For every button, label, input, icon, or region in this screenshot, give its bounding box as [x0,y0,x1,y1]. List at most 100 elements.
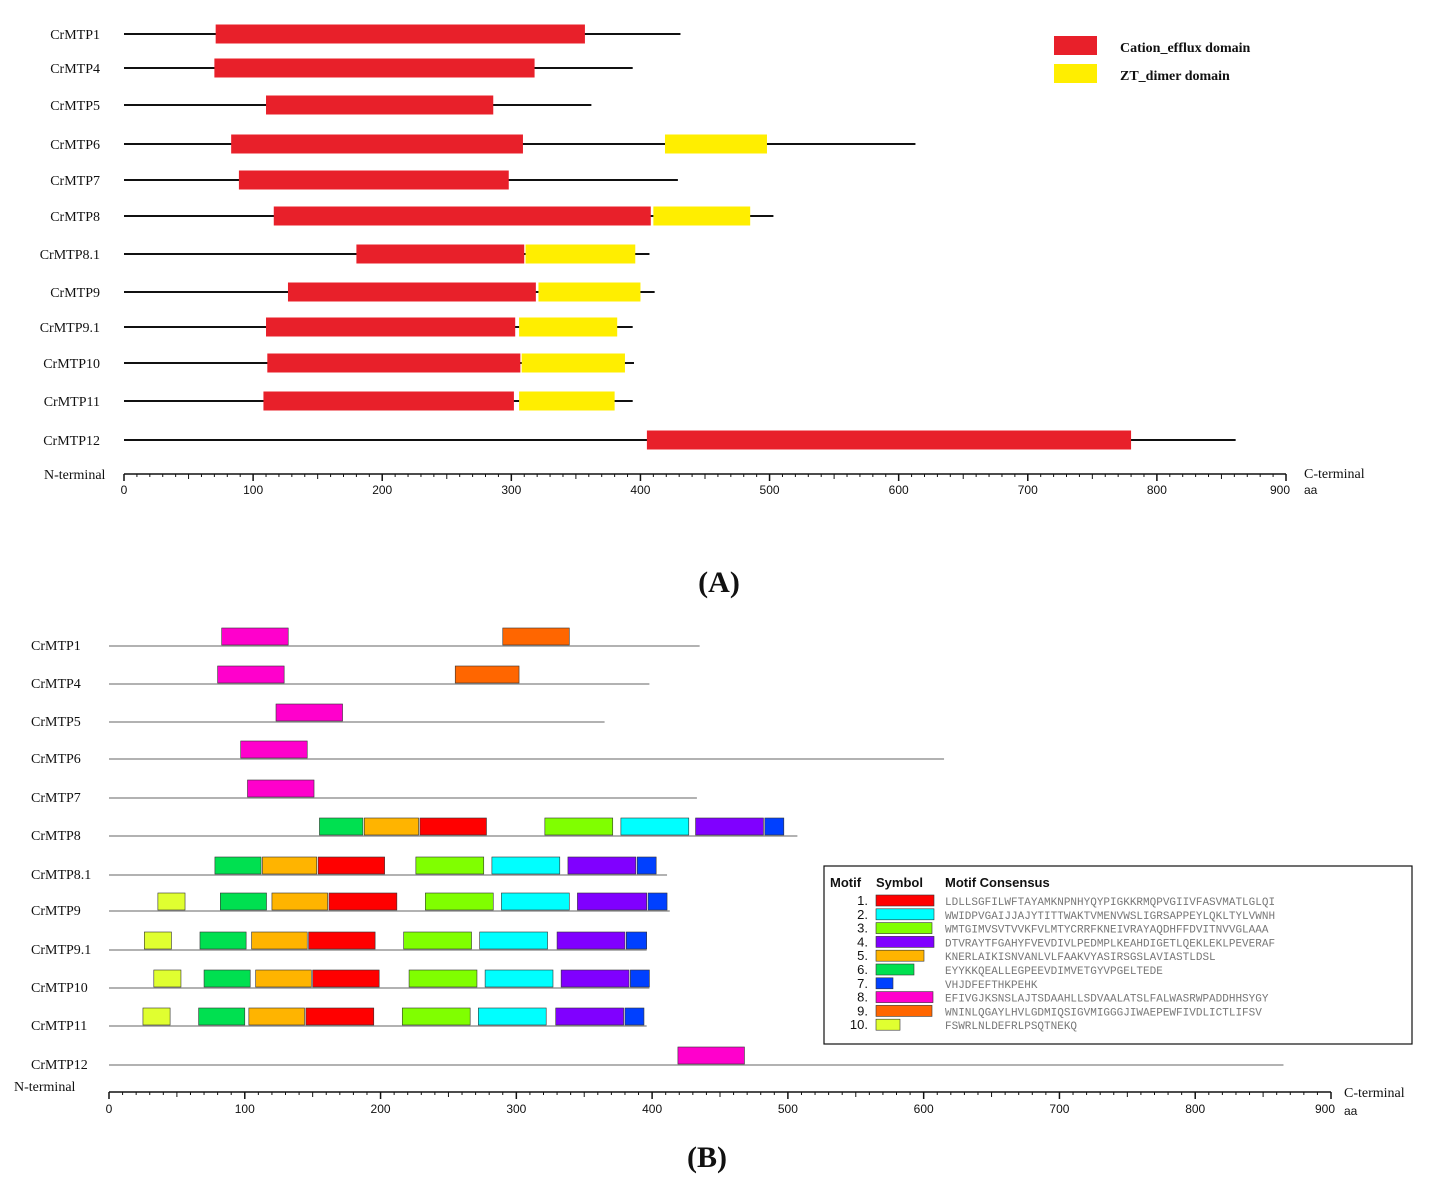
motif-4-block [577,892,647,911]
axis-tick-label: 0 [121,483,128,497]
motif-consensus: EYYKKQEALLEGPEEVDIMVETGYVPGELTEDE [945,966,1163,978]
axis-tick-label: 700 [1049,1102,1069,1116]
motif-number: 8. [857,990,868,1005]
protein-name: CrMTP8.1 [40,248,100,263]
protein-row: CrMTP6 [31,740,945,767]
protein-name: CrMTP8.1 [31,868,91,883]
panel-b: CrMTP1 CrMTP4 CrMTP5 CrMTP6 CrMTP7 CrMTP8 CrMT… [14,627,1413,1174]
zt-dimer-domain [519,391,615,411]
protein-name: CrMTP11 [31,1019,87,1034]
protein-row: CrMTP1 [31,627,700,654]
motif-1-block [317,856,385,875]
motif-6-block [198,1007,246,1026]
motif-legend-row: 5. KNERLAIKISNVANLVLFAAKVYASIRSGSLAVIASTL… [857,948,1216,964]
motif-5-block [248,1007,305,1026]
axis-tick-label: 500 [760,483,780,497]
motif-2-block [620,817,690,836]
axis-tick-label: 300 [501,483,521,497]
motif-1-block [305,1007,375,1026]
protein-row: CrMTP8.1 [31,856,668,883]
motif-consensus: WNINLQGAYLHVLGDMIQSIGVMIGGGJIWAEPEWFIVDL… [945,1007,1262,1019]
motif-2-block [484,969,554,988]
motif-2-block [479,931,548,950]
protein-row: CrMTP6 [50,134,916,154]
motif-number: 6. [857,962,868,977]
panel-a-n-terminal: N-terminal [44,468,106,483]
motif-legend-header-symbol: Symbol [876,875,923,890]
motif-6-block [220,892,267,911]
cation-efflux-domain [215,24,585,44]
motif-5-block [271,892,328,911]
motif-legend-row: 7. VHJDFEFTHKPEHK [857,976,1038,992]
cation-efflux-domain [238,170,509,190]
legend-label-zt-dimer: ZT_dimer domain [1120,69,1230,84]
cation-efflux-domain [267,353,521,373]
motif-2-block [478,1007,547,1026]
motif-consensus: WWIDPVGAIJJAJYTITTWAKTVMENVWSLIGRSAPPEYL… [945,911,1275,923]
motif-5-block [363,817,419,836]
panel-b-protein-rows: CrMTP1 CrMTP4 CrMTP5 CrMTP6 CrMTP7 CrMTP8 CrMT… [31,627,1284,1073]
motif-4-block [560,969,630,988]
protein-name: CrMTP6 [31,752,81,767]
axis-tick-label: 600 [914,1102,934,1116]
motif-legend-row: 8. EFIVGJKSNSLAJTSDAAHLLSDVAALATSLFALWASR… [857,990,1269,1006]
protein-name: CrMTP4 [50,62,100,77]
axis-tick-label: 600 [889,483,909,497]
motif-legend-row: 2. WWIDPVGAIJJAJYTITTWAKTVMENVWSLIGRSAPPE… [857,907,1275,923]
motif-legend-rows: 1. LDLLSGFILWFTAYAMKNPNHYQYPIGKKRMQPVGIIV… [850,893,1275,1033]
motif-8-block [275,703,343,722]
protein-name: CrMTP7 [31,791,81,806]
motif-symbol [875,936,935,948]
protein-name: CrMTP6 [50,138,100,153]
motif-symbol [875,922,933,934]
protein-name: CrMTP9.1 [31,943,91,958]
protein-name: CrMTP8 [50,210,100,225]
axis-tick-label: 300 [506,1102,526,1116]
protein-name: CrMTP10 [31,981,88,996]
protein-row: CrMTP10 [43,353,634,373]
motif-5-block [262,856,318,875]
motif-6-block [319,817,364,836]
motif-4-block [555,1007,624,1026]
motif-8-block [240,740,308,759]
motif-7-block [764,817,785,836]
motif-4-block [567,856,637,875]
protein-name: CrMTP12 [43,434,100,449]
cation-efflux-domain [266,95,494,115]
panel-b-caption: (B) [687,1141,727,1174]
axis-tick-label: 700 [1018,483,1038,497]
zt-dimer-domain [519,317,618,337]
motif-5-block [251,931,308,950]
motif-3-block [408,969,478,988]
panel-a-axis-unit: aa [1304,483,1318,497]
motif-symbol [875,908,935,921]
cation-efflux-domain [214,58,535,78]
zt-dimer-domain [664,134,767,154]
motif-7-block [636,856,657,875]
panel-a-c-terminal: C-terminal [1304,467,1365,482]
motif-6-block [199,931,247,950]
axis-tick-label: 200 [372,483,392,497]
legend-swatch-cation-efflux [1054,36,1097,55]
motif-legend-header-consensus: Motif Consensus [945,875,1050,890]
motif-4-block [695,817,764,836]
axis-tick-label: 900 [1270,483,1290,497]
panel-b-c-terminal: C-terminal [1344,1086,1405,1101]
motif-symbol [875,949,925,962]
protein-row: CrMTP9 [31,892,670,919]
protein-row: CrMTP9.1 [40,317,633,337]
protein-row: CrMTP12 [43,430,1236,450]
motif-3-block [401,1007,471,1026]
motif-8-block [247,779,315,798]
motif-legend-header-motif: Motif [830,875,862,890]
motif-1-block [328,892,398,911]
motif-1-block [308,931,376,950]
zt-dimer-domain [653,206,751,226]
legend-label-cation-efflux: Cation_efflux domain [1120,41,1251,56]
motif-consensus: VHJDFEFTHKPEHK [945,980,1038,992]
motif-symbol [875,991,934,1003]
motif-consensus: KNERLAIKISNVANLVLFAAKVYASIRSGSLAVIASTLDS… [945,952,1216,964]
axis-tick-label: 100 [243,483,263,497]
motif-10-block [144,931,172,950]
axis-tick-label: 800 [1147,483,1167,497]
